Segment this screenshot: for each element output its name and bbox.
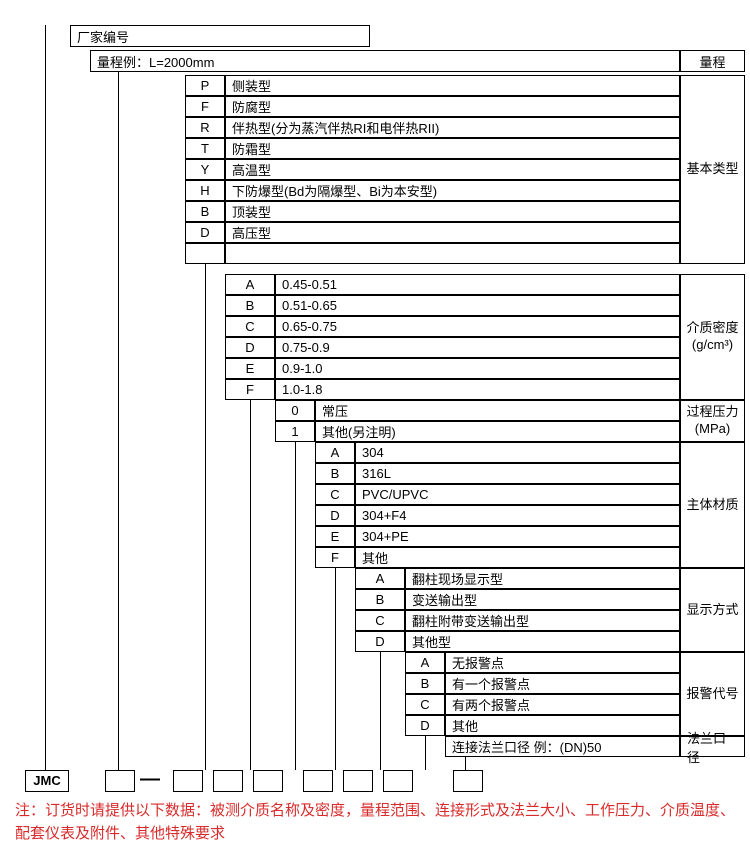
desc-cell: 顶装型 (225, 201, 680, 222)
code-cell: Y (185, 159, 225, 180)
code-cell: D (405, 715, 445, 736)
code-cell: E (315, 526, 355, 547)
section-label: 主体材质 (680, 442, 745, 568)
code-cell: A (315, 442, 355, 463)
note-text: 注：订货时请提供以下数据：被测介质名称及密度，量程范围、连接形式及法兰大小、工作… (15, 800, 735, 845)
slot-box (213, 770, 243, 792)
code-cell: C (225, 316, 275, 337)
desc-cell: 防霜型 (225, 138, 680, 159)
desc-cell: 侧装型 (225, 75, 680, 96)
code-cell: E (225, 358, 275, 379)
desc-cell: 0.51-0.65 (275, 295, 680, 316)
blank-code (185, 243, 225, 264)
code-cell: D (355, 631, 405, 652)
desc-cell: 无报警点 (445, 652, 680, 673)
desc-cell: 有两个报警点 (445, 694, 680, 715)
desc-cell: 304+PE (355, 526, 680, 547)
code-cell: D (185, 222, 225, 243)
desc-cell: 伴热型(分为蒸汽伴热RI和电伴热RII) (225, 117, 680, 138)
slot-prefix: JMC (25, 770, 69, 792)
section-label: 介质密度 (g/cm³) (680, 274, 745, 400)
desc-cell: 316L (355, 463, 680, 484)
code-cell: B (355, 589, 405, 610)
desc-cell: 0.9-1.0 (275, 358, 680, 379)
flange-label: 法兰口径 (680, 736, 745, 757)
slot-box (343, 770, 373, 792)
code-cell: C (355, 610, 405, 631)
slot-box (383, 770, 413, 792)
header-manuf-no: 厂家编号 (70, 25, 370, 47)
code-cell: H (185, 180, 225, 201)
slot-box (173, 770, 203, 792)
desc-cell: 变送输出型 (405, 589, 680, 610)
code-cell: 0 (275, 400, 315, 421)
header-range-label: 量程 (680, 50, 745, 72)
desc-cell: 有一个报警点 (445, 673, 680, 694)
desc-cell: 其他型 (405, 631, 680, 652)
section-label: 过程压力 (MPa) (680, 400, 745, 442)
desc-cell: 其他 (445, 715, 680, 736)
flange-cell: 连接法兰口径 例：(DN)50 (445, 736, 680, 757)
desc-cell: 常压 (315, 400, 680, 421)
desc-cell: 翻柱附带变送输出型 (405, 610, 680, 631)
desc-cell: 304 (355, 442, 680, 463)
code-cell: B (225, 295, 275, 316)
desc-cell: 其他 (355, 547, 680, 568)
section-label: 基本类型 (680, 75, 745, 264)
code-cell: P (185, 75, 225, 96)
desc-cell: 下防爆型(Bd为隔爆型、Bi为本安型) (225, 180, 680, 201)
code-cell: F (225, 379, 275, 400)
code-cell: F (185, 96, 225, 117)
section-label: 显示方式 (680, 568, 745, 652)
desc-cell: 高温型 (225, 159, 680, 180)
section-label: 报警代号 (680, 652, 745, 736)
desc-cell: 304+F4 (355, 505, 680, 526)
desc-cell: 0.75-0.9 (275, 337, 680, 358)
code-cell: D (315, 505, 355, 526)
desc-cell: 防腐型 (225, 96, 680, 117)
desc-cell: 高压型 (225, 222, 680, 243)
code-cell: B (405, 673, 445, 694)
slot-box (105, 770, 135, 792)
code-cell: C (405, 694, 445, 715)
code-cell: A (225, 274, 275, 295)
code-cell: F (315, 547, 355, 568)
code-cell: D (225, 337, 275, 358)
slot-box (453, 770, 483, 792)
code-cell: A (405, 652, 445, 673)
header-range-example: 量程例：L=2000mm (90, 50, 680, 72)
desc-cell: 0.45-0.51 (275, 274, 680, 295)
code-cell: R (185, 117, 225, 138)
code-cell: 1 (275, 421, 315, 442)
slot-box (303, 770, 333, 792)
code-cell: B (315, 463, 355, 484)
code-cell: T (185, 138, 225, 159)
code-cell: B (185, 201, 225, 222)
blank-desc (225, 243, 680, 264)
code-cell: C (315, 484, 355, 505)
desc-cell: PVC/UPVC (355, 484, 680, 505)
desc-cell: 0.65-0.75 (275, 316, 680, 337)
slot-box (253, 770, 283, 792)
desc-cell: 其他(另注明) (315, 421, 680, 442)
desc-cell: 1.0-1.8 (275, 379, 680, 400)
desc-cell: 翻柱现场显示型 (405, 568, 680, 589)
code-cell: A (355, 568, 405, 589)
